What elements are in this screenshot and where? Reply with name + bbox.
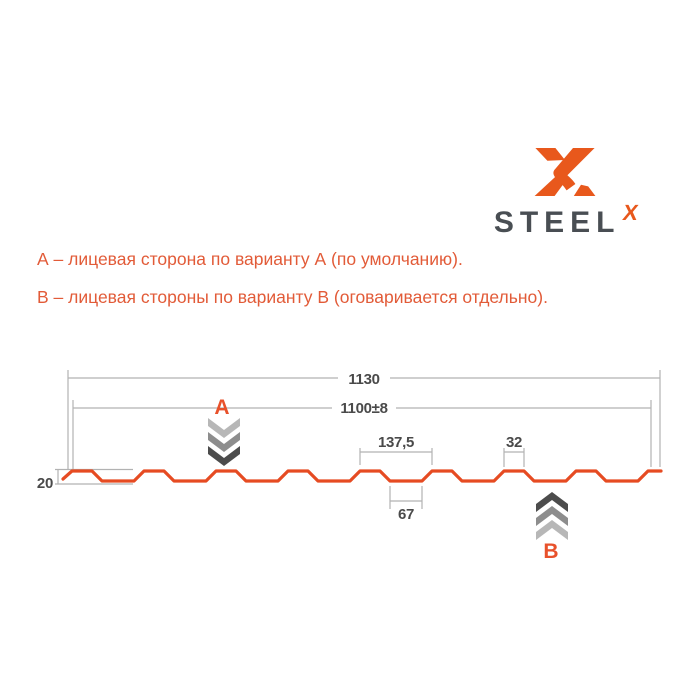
marker-a: А xyxy=(208,396,240,466)
dimension-rib-pitch-value: 137,5 xyxy=(378,434,414,451)
dimension-profile-height: 20 xyxy=(37,468,133,492)
dimension-rib-pitch: 137,5 xyxy=(359,434,433,465)
brand-name-text: STEEL xyxy=(493,206,621,239)
brand-sup-x: X xyxy=(620,200,640,225)
extension-lines xyxy=(67,370,661,469)
chevron-up-icon xyxy=(536,492,568,540)
dimension-rib-top: 32 xyxy=(503,434,525,467)
dimension-profile-height-value: 20 xyxy=(37,475,53,492)
dimension-working-width: 1100±8 xyxy=(73,400,651,417)
steelx-x-icon xyxy=(534,148,596,196)
dimension-working-width-value: 1100±8 xyxy=(340,400,387,417)
dimension-overall-width-value: 1130 xyxy=(348,371,379,388)
marker-a-label: А xyxy=(214,396,229,419)
note-variant-b: В – лицевая стороны по варианту В (огова… xyxy=(37,287,548,307)
dimension-rib-top-value: 32 xyxy=(506,434,522,451)
dimension-rib-bottom: 67 xyxy=(389,486,423,523)
brand-wordmark: STEEL X xyxy=(465,200,665,239)
brand-logo: STEEL X xyxy=(465,140,665,238)
marker-b: В xyxy=(536,492,568,563)
dimension-rib-bottom-value: 67 xyxy=(398,506,414,523)
dimension-overall-width: 1130 xyxy=(68,371,660,388)
profile-outline xyxy=(61,469,663,483)
marker-b-label: В xyxy=(543,540,558,563)
note-variant-a: А – лицевая сторона по варианту А (по ум… xyxy=(37,249,463,269)
profile-diagram: 1130 1100±8 137,5 32 67 20 А xyxy=(37,370,663,563)
variant-notes: А – лицевая сторона по варианту А (по ум… xyxy=(37,249,597,308)
chevron-down-icon xyxy=(208,418,240,466)
